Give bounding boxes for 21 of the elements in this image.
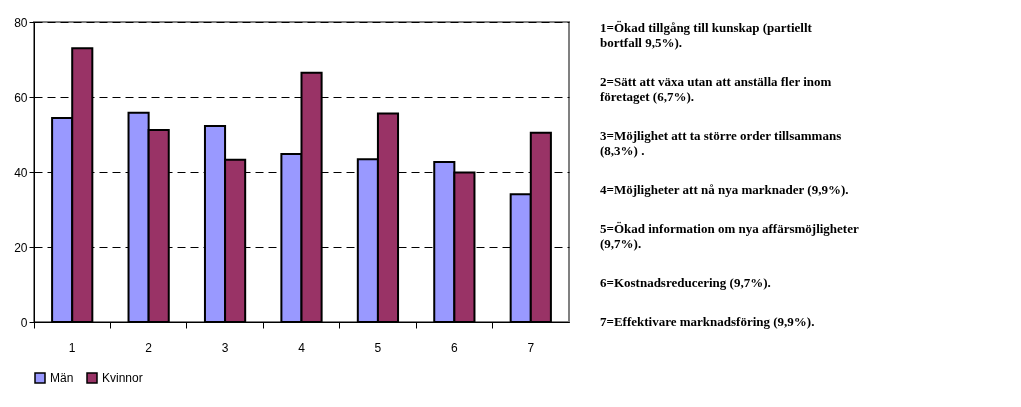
text: 7=Effektivare marknadsföring (9,9%). xyxy=(600,314,815,329)
text: 5=Ökad information om nya affärsmöjligheter (9,7%). xyxy=(600,221,859,251)
text: 6=Kostnadsreducering (9,7%). xyxy=(600,275,771,290)
x-tick-label: 1 xyxy=(68,340,76,355)
text: 1=Ökad tillgång till kunskap (partiellt bortfall 9,5%). xyxy=(600,20,813,50)
text: 4=Möjligheter att nå nya marknader (9,9%). xyxy=(600,182,849,197)
x-tick-label: 3 xyxy=(221,340,229,355)
y-tick-label: 80 xyxy=(14,15,28,30)
y-tick-label: 40 xyxy=(14,165,28,180)
legend-label: Män xyxy=(50,371,74,385)
y-tick-label: 60 xyxy=(14,90,28,105)
x-tick-label: 7 xyxy=(527,340,535,355)
x-tick-label: 6 xyxy=(451,340,459,355)
x-tick-label: 4 xyxy=(298,340,306,355)
legend-label: Kvinnor xyxy=(102,371,143,385)
y-tick-label: 20 xyxy=(14,240,28,255)
x-tick-label: 2 xyxy=(145,340,153,355)
x-tick-label: 5 xyxy=(374,340,382,355)
y-tick-label: 0 xyxy=(20,315,28,330)
text: 3=Möjlighet att ta större order tillsammans (8,3%) . xyxy=(600,128,842,158)
text: 2=Sätt att växa utan att anställa fler inom företaget (6,7%). xyxy=(600,74,832,104)
